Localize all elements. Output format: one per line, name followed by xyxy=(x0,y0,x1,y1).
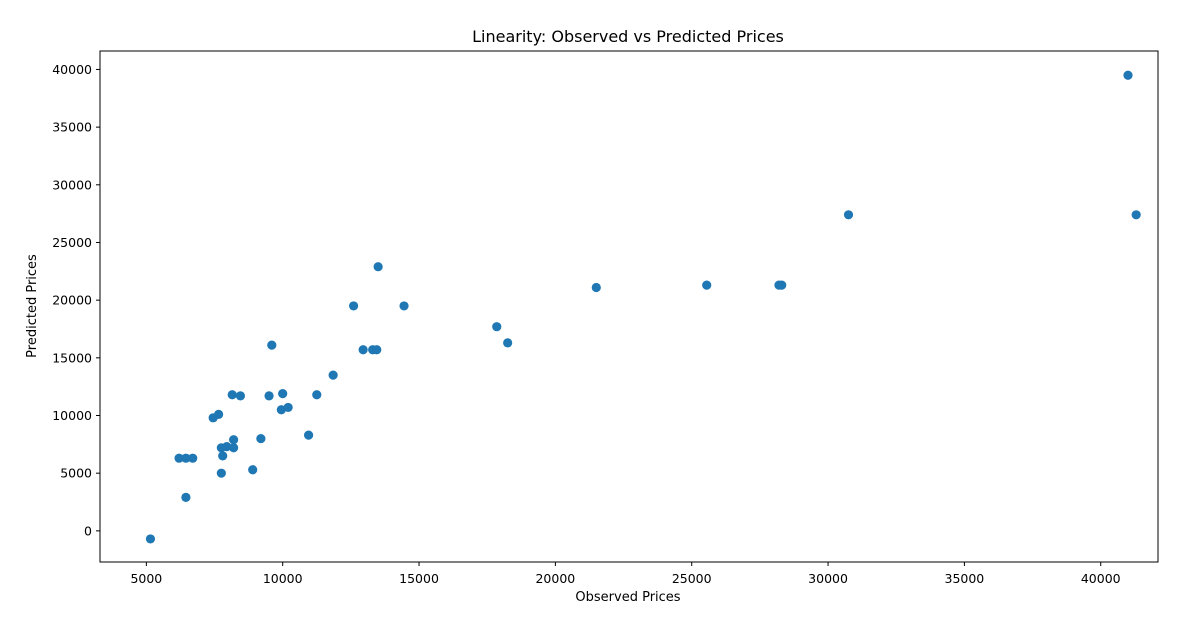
y-axis: 0 5000 10000 15000 20000 25000 30000 35000 40000 xyxy=(52,62,100,538)
y-tick-label: 30000 xyxy=(52,177,92,192)
y-tick-label: 25000 xyxy=(52,235,92,250)
scatter-point xyxy=(267,340,277,350)
scatter-point xyxy=(283,402,293,413)
y-tick-label: 40000 xyxy=(52,62,92,77)
scatter-point xyxy=(248,465,258,475)
x-tick-label: 25000 xyxy=(672,571,712,586)
y-tick-label: 5000 xyxy=(60,466,92,481)
data-points xyxy=(145,70,1141,544)
scatter-point xyxy=(235,391,246,401)
y-tick-label: 20000 xyxy=(52,293,92,308)
scatter-point xyxy=(328,370,338,380)
scatter-point xyxy=(312,390,322,400)
scatter-point xyxy=(702,280,712,290)
scatter-point xyxy=(777,280,787,290)
x-tick-label: 5000 xyxy=(130,571,162,586)
y-tick-label: 10000 xyxy=(52,408,92,423)
scatter-point xyxy=(229,435,239,445)
scatter-point xyxy=(348,301,359,311)
x-tick-label: 40000 xyxy=(1081,571,1121,586)
scatter-point xyxy=(214,409,224,419)
scatter-point xyxy=(492,322,502,332)
scatter-point xyxy=(358,345,368,355)
scatter-point xyxy=(1123,70,1133,80)
x-tick-label: 10000 xyxy=(263,571,303,586)
x-tick-label: 35000 xyxy=(945,571,985,586)
x-tick-label: 15000 xyxy=(399,571,439,586)
scatter-point xyxy=(145,534,156,544)
scatter-point xyxy=(222,442,232,452)
plot-area xyxy=(99,50,1159,563)
x-tick-label: 30000 xyxy=(808,571,848,586)
scatter-point xyxy=(304,430,314,440)
scatter-point xyxy=(503,338,513,348)
x-axis: 5000 10000 15000 20000 25000 30000 35000 40000 xyxy=(130,562,1121,586)
scatter-point xyxy=(181,453,191,463)
scatter-point xyxy=(181,492,191,503)
scatter-point xyxy=(1131,210,1141,220)
scatter-point xyxy=(188,453,198,463)
scatter-point xyxy=(278,388,288,399)
scatter-point xyxy=(373,262,383,272)
scatter-point xyxy=(216,468,226,478)
y-axis-label: Predicted Prices xyxy=(25,254,40,358)
x-axis-label: Observed Prices xyxy=(575,590,680,605)
y-tick-label: 15000 xyxy=(52,350,92,365)
scatter-point xyxy=(372,345,382,355)
scatter-point xyxy=(843,210,854,220)
scatter-point xyxy=(591,282,601,293)
scatter-point xyxy=(399,301,409,311)
scatter-point xyxy=(229,443,239,453)
x-tick-label: 20000 xyxy=(535,571,575,586)
chart-title: Linearity: Observed vs Predicted Prices xyxy=(472,27,784,46)
scatter-point xyxy=(227,390,237,400)
scatter-point xyxy=(264,391,274,401)
y-tick-label: 0 xyxy=(84,523,92,538)
y-tick-label: 35000 xyxy=(52,120,92,135)
scatter-point xyxy=(218,451,228,461)
scatter-point xyxy=(256,433,266,444)
scatter-point xyxy=(174,453,184,463)
